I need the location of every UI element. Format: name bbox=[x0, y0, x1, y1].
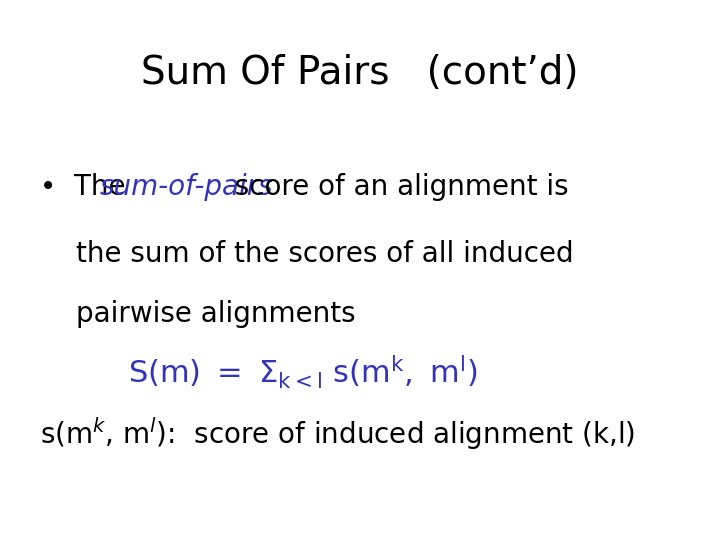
Text: •  The: • The bbox=[40, 173, 143, 201]
Text: $\mathregular{S(m)\ =\ \Sigma_{k<l}\ s(m^k,\ m^l)}$: $\mathregular{S(m)\ =\ \Sigma_{k<l}\ s(m… bbox=[127, 354, 477, 391]
Text: the sum of the scores of all induced: the sum of the scores of all induced bbox=[76, 240, 573, 268]
Text: Sum Of Pairs   (cont’d): Sum Of Pairs (cont’d) bbox=[141, 54, 579, 92]
Text: sum-of-pairs: sum-of-pairs bbox=[99, 173, 273, 201]
Text: pairwise alignments: pairwise alignments bbox=[76, 300, 355, 328]
Text: score of an alignment is: score of an alignment is bbox=[217, 173, 568, 201]
Text: s(m$^k$, m$^l$):  score of induced alignment (k,l): s(m$^k$, m$^l$): score of induced alignm… bbox=[40, 416, 635, 453]
